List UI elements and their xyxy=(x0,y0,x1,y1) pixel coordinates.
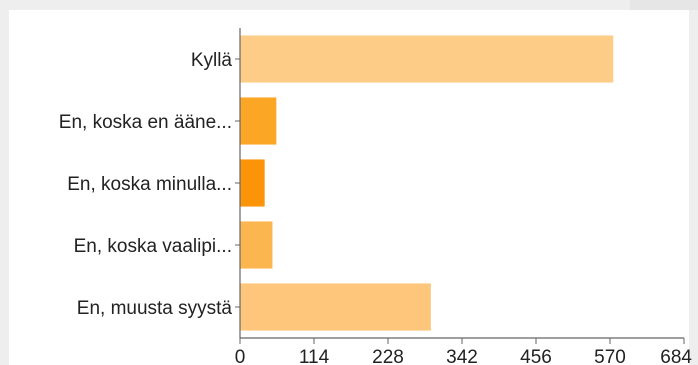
category-label-2: En, koska en ääne... xyxy=(59,112,232,133)
x-tick-label-684: 684 xyxy=(660,347,692,365)
x-tick-label-228: 228 xyxy=(372,347,404,365)
category-label-3: En, koska minulla... xyxy=(67,174,232,195)
bar-3 xyxy=(240,159,265,207)
axes: 0 114 228 342 456 570 684 xyxy=(235,28,692,365)
x-tick-label-114: 114 xyxy=(299,347,330,365)
category-label-5: En, muusta syystä xyxy=(77,298,233,319)
category-labels: Kyllä En, koska en ääne... En, koska minul… xyxy=(59,50,233,319)
bar-4 xyxy=(240,221,273,269)
x-tick-label-570: 570 xyxy=(594,347,626,365)
x-tick-label-456: 456 xyxy=(520,347,552,365)
bar-1 xyxy=(240,35,614,83)
bar-2 xyxy=(240,97,277,145)
x-tick-label-0: 0 xyxy=(235,347,246,365)
background-strip xyxy=(630,0,698,10)
category-label-4: En, koska vaalipi... xyxy=(74,236,232,257)
bar-5 xyxy=(240,283,431,331)
category-label-1: Kyllä xyxy=(191,50,233,71)
bars-layer xyxy=(240,35,614,331)
x-tick-label-342: 342 xyxy=(446,347,478,365)
